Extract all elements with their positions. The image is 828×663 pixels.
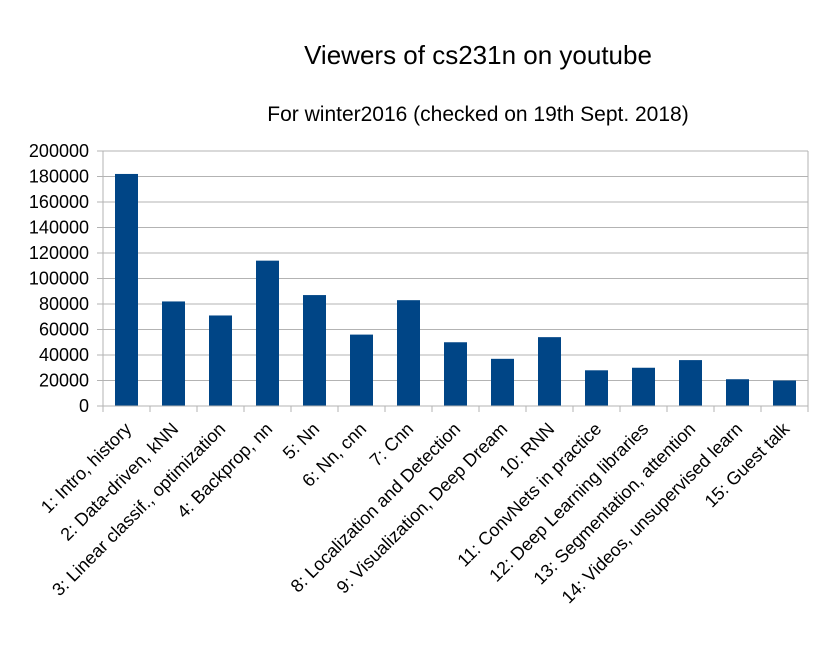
bar	[444, 342, 467, 406]
y-tick-label: 200000	[29, 141, 89, 161]
y-tick-label: 0	[79, 396, 89, 416]
y-tick-label: 120000	[29, 243, 89, 263]
y-tick-labels: 0 20000 40000 60000 80000 100000 120000 140000 1…	[29, 141, 89, 416]
bar	[491, 358, 514, 406]
bar	[632, 367, 655, 406]
y-tick-label: 180000	[29, 167, 89, 187]
x-tick-label: 9: Visualization, Deep Dream	[333, 419, 512, 598]
axes	[102, 151, 809, 407]
bar	[679, 360, 702, 406]
gridlines	[97, 150, 809, 412]
y-tick-label: 160000	[29, 192, 89, 212]
chart-title: Viewers of cs231n on youtube	[304, 40, 652, 70]
bar	[115, 173, 138, 406]
bar	[726, 379, 749, 406]
x-tick-label: 15: Guest talk	[701, 418, 794, 511]
bar	[350, 334, 373, 406]
y-tick-label: 20000	[39, 371, 89, 391]
y-tick-label: 60000	[39, 320, 89, 340]
y-tick-label: 140000	[29, 218, 89, 238]
bar	[397, 300, 420, 406]
bar	[538, 337, 561, 406]
y-tick-label: 80000	[39, 294, 89, 314]
bar	[209, 315, 232, 406]
x-tick-label: 5: Nn	[279, 419, 324, 464]
bar	[256, 260, 279, 406]
bar	[303, 295, 326, 406]
bars	[115, 173, 796, 406]
y-tick-label: 100000	[29, 269, 89, 289]
y-tick-label: 40000	[39, 345, 89, 365]
x-tick-label: 3: Linear classif., optimization	[48, 419, 229, 600]
chart-subtitle: For winter2016 (checked on 19th Sept. 20…	[267, 103, 689, 126]
bar	[162, 301, 185, 406]
bar	[773, 380, 796, 406]
bar	[585, 370, 608, 406]
